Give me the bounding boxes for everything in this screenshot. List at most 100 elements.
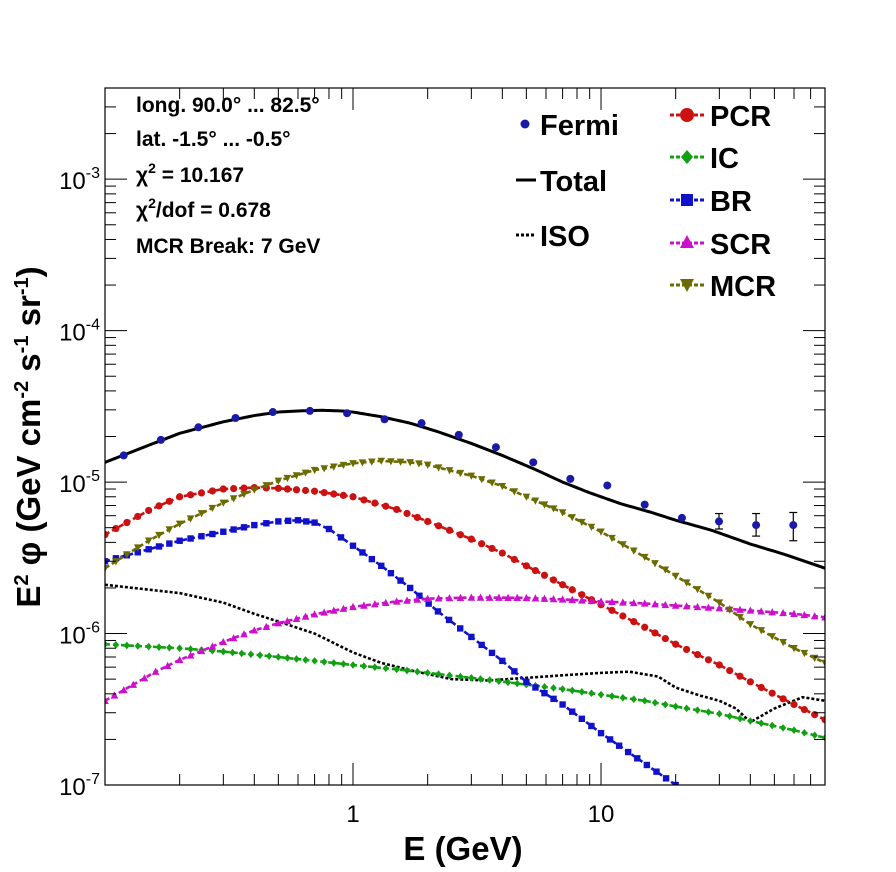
series-marker-mcr	[498, 482, 507, 491]
series-marker-ic	[265, 652, 273, 660]
series-marker-mcr	[671, 572, 680, 580]
series-marker-mcr	[250, 486, 259, 494]
series-marker-ic	[651, 698, 659, 707]
series-marker-mcr	[810, 654, 819, 663]
series-marker-br	[303, 518, 310, 525]
fermi-point	[194, 423, 203, 432]
series-marker-mcr	[155, 531, 163, 540]
series-marker-ic	[630, 695, 637, 704]
series-marker-ic	[726, 712, 733, 720]
series-marker-scr	[540, 594, 549, 602]
series-marker-mcr	[358, 459, 367, 467]
series-marker-scr	[197, 646, 206, 655]
y-axis-label: E2 φ (GeV cm-2 s-1 sr-1)	[10, 266, 47, 607]
series-marker-scr	[495, 593, 503, 601]
legend-marker-mcr	[680, 279, 694, 292]
series-marker-mcr	[144, 537, 153, 545]
series-marker-scr	[704, 603, 713, 611]
series-marker-pcr	[488, 544, 496, 553]
series-marker-br	[541, 689, 548, 697]
series-marker-mcr	[339, 461, 348, 470]
fermi-point	[714, 517, 723, 526]
series-marker-scr	[339, 604, 348, 612]
series-marker-pcr	[498, 549, 506, 557]
series-marker-ic	[145, 642, 152, 651]
series-marker-pcr	[641, 623, 649, 631]
series-marker-pcr	[219, 485, 227, 493]
series-marker-pcr	[230, 484, 238, 493]
series-marker-scr	[578, 596, 586, 604]
series-marker-scr	[163, 661, 172, 669]
series-marker-scr	[360, 601, 368, 609]
series-marker-ic	[513, 679, 521, 688]
series-marker-scr	[219, 637, 228, 646]
series-marker-ic	[284, 654, 291, 662]
series-marker-scr	[262, 622, 271, 630]
series-marker-pcr	[456, 531, 465, 539]
series-marker-scr	[129, 680, 138, 688]
series-marker-mcr	[746, 621, 755, 629]
series-marker-pcr	[393, 505, 401, 514]
series-marker-ic	[340, 660, 347, 668]
series-marker-pcr	[757, 683, 765, 692]
series-marker-br	[230, 526, 237, 533]
series-marker-ic	[569, 686, 576, 695]
series-marker-scr	[445, 594, 454, 602]
series-marker-ic	[229, 648, 236, 657]
series-marker-pcr	[240, 484, 248, 492]
series-marker-mcr	[292, 472, 301, 480]
series-marker-scr	[513, 593, 521, 602]
series-marker-scr	[640, 599, 649, 607]
series-marker-scr	[651, 600, 659, 608]
legend-marker-br	[681, 194, 693, 206]
series-marker-scr	[349, 602, 357, 611]
series-marker-pcr	[715, 661, 723, 669]
series-marker-scr	[504, 593, 512, 601]
series-marker-scr	[790, 609, 798, 618]
series-marker-scr	[105, 696, 109, 704]
legend-label-ic: IC	[710, 143, 739, 175]
series-marker-pcr	[382, 502, 390, 510]
legend-label-pcr: PCR	[710, 101, 771, 133]
series-marker-pcr	[434, 522, 443, 530]
series-marker-mcr	[396, 458, 405, 466]
series-marker-mcr	[208, 504, 217, 513]
series-marker-mcr	[587, 523, 596, 531]
series-marker-mcr	[779, 639, 787, 647]
series-marker-ic	[716, 710, 723, 718]
series-marker-ic	[608, 692, 616, 700]
series-marker-pcr	[630, 618, 638, 626]
series-marker-pcr	[726, 667, 734, 675]
series-marker-scr	[403, 596, 411, 604]
series-marker-mcr	[531, 497, 540, 505]
series-marker-scr	[549, 595, 558, 603]
fermi-point	[156, 435, 165, 444]
series-marker-ic	[414, 667, 421, 676]
series-marker-ic	[705, 708, 712, 716]
series-marker-mcr	[619, 541, 627, 549]
y-tick-label: 10-4	[59, 317, 100, 347]
y-tick-label: 10-3	[59, 165, 100, 195]
series-marker-br	[284, 517, 292, 525]
series-marker-ic	[779, 724, 787, 732]
series-marker-scr	[821, 613, 825, 621]
series-marker-mcr	[821, 659, 825, 667]
series-marker-br	[378, 562, 385, 570]
series-marker-scr	[208, 642, 217, 650]
series-marker-ic	[559, 685, 566, 693]
series-marker-pcr	[568, 586, 576, 594]
series-line-iso	[105, 583, 825, 724]
fermi-point	[305, 406, 314, 415]
series-marker-ic	[382, 664, 389, 673]
series-marker-mcr	[725, 606, 734, 614]
series-marker-br	[597, 729, 605, 737]
legend-label-total: Total	[540, 166, 607, 198]
series-marker-mcr	[310, 466, 319, 475]
legend-marker-ic	[681, 150, 693, 164]
series-marker-scr	[456, 593, 465, 601]
series-marker-br	[488, 649, 496, 657]
series-marker-mcr	[445, 467, 454, 475]
series-marker-scr	[800, 610, 809, 619]
series-marker-scr	[587, 596, 596, 605]
fermi-point	[417, 419, 426, 428]
